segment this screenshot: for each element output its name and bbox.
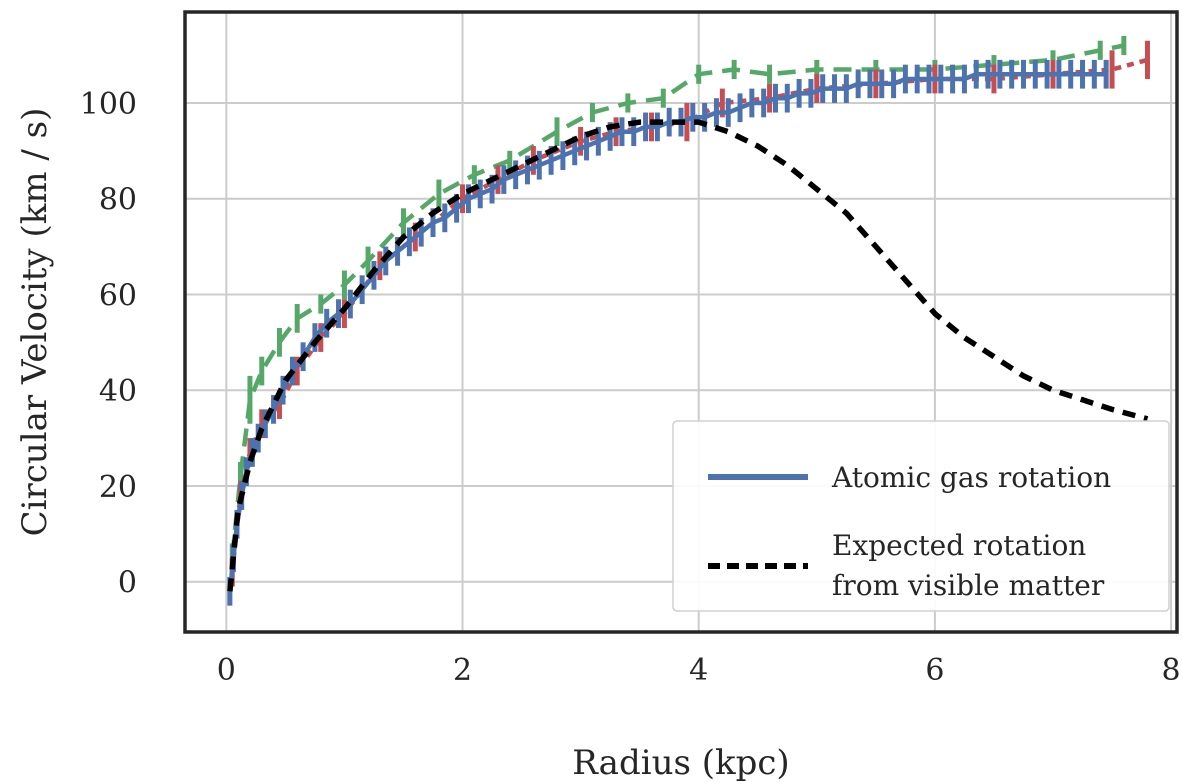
series-expected (227, 119, 1149, 592)
x-tick-label: 4 (689, 653, 708, 688)
x-axis-label: Radius (kpc) (572, 743, 789, 782)
y-axis-label: Circular Velocity (km / s) (15, 108, 55, 537)
y-tick-label: 0 (118, 566, 137, 601)
y-tick-label: 100 (80, 87, 137, 122)
series-layer (227, 35, 1150, 606)
legend-label-expected-line1: Expected rotation (832, 529, 1086, 562)
x-tick-label: 6 (925, 653, 944, 688)
y-tick-label: 20 (99, 470, 137, 505)
series-line-expected (227, 119, 1149, 592)
series-atomic (227, 59, 1109, 606)
y-tick-label: 40 (99, 374, 137, 409)
y-tick-label: 80 (99, 183, 137, 218)
legend-label-atomic: Atomic gas rotation (831, 461, 1111, 494)
x-tick-label: 2 (453, 653, 472, 688)
legend: Atomic gas rotation Expected rotation fr… (672, 420, 1170, 612)
plot-frame (183, 10, 1179, 634)
x-tick-label: 0 (217, 653, 236, 688)
legend-label-expected-line2: from visible matter (832, 569, 1105, 602)
legend-box (672, 420, 1170, 612)
y-tick-label: 60 (99, 278, 137, 313)
x-tick-label: 8 (1162, 653, 1181, 688)
